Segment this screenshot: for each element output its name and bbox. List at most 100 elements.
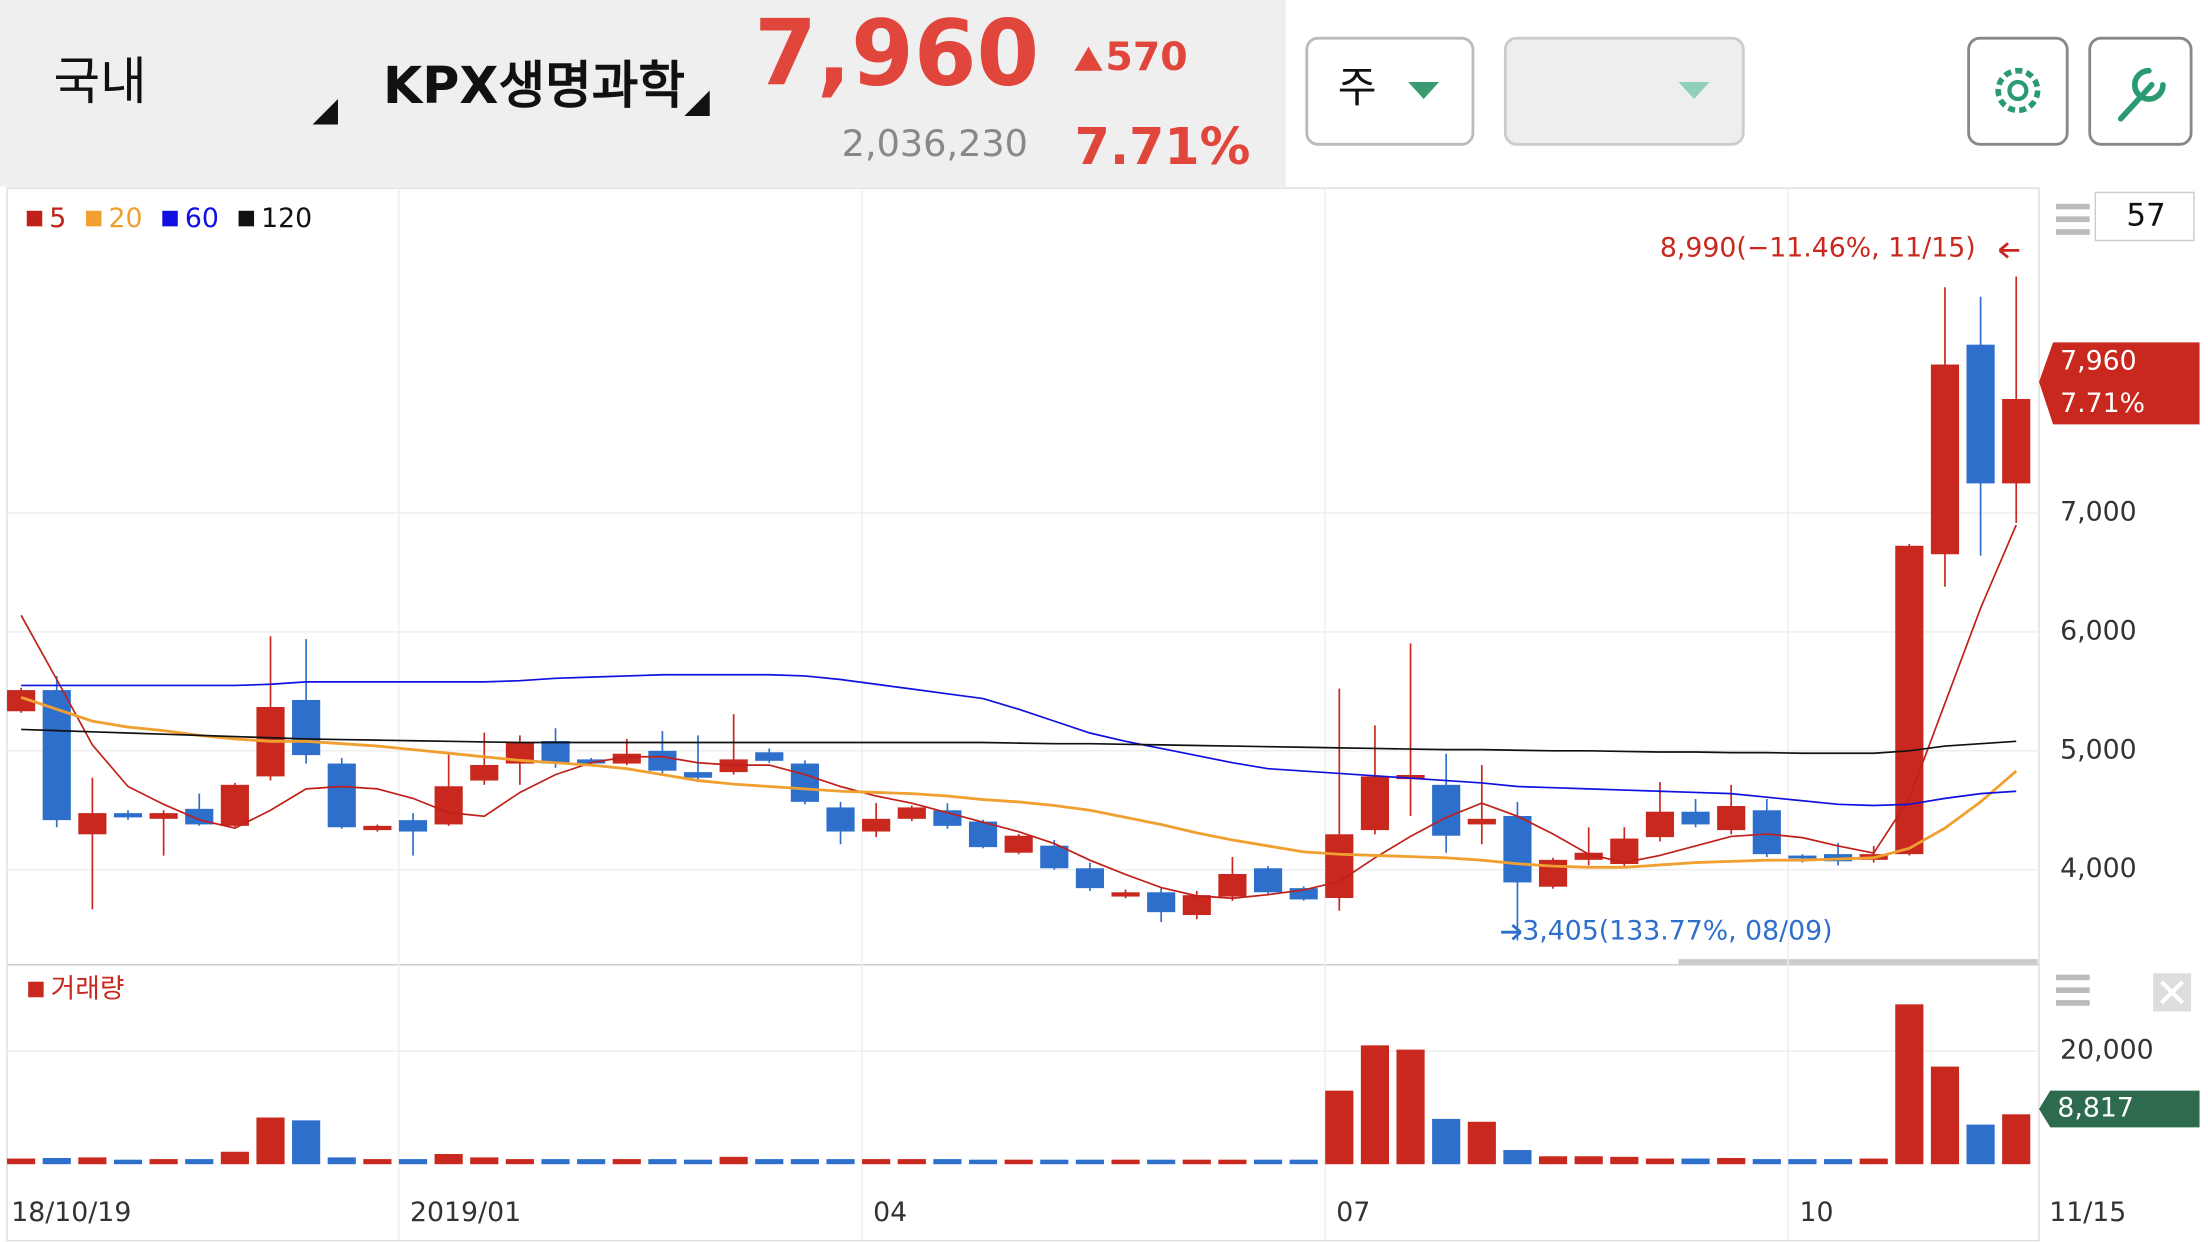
volume-bar [1752,1159,1781,1165]
volume-bar [327,1157,356,1165]
volume-bar [577,1159,606,1165]
volume-bar [434,1154,463,1165]
volume-bar [790,1159,819,1165]
candle-body [1396,774,1425,780]
candle-body [1503,815,1532,883]
indicator-arrow [1678,82,1710,100]
volume-bar [1147,1159,1176,1165]
count-input[interactable] [2094,191,2195,242]
volume-bar [470,1157,499,1165]
volume-bar [648,1159,677,1165]
volume-bar [683,1159,713,1165]
market-select[interactable]: 국내 [54,52,147,111]
candle-body [1325,834,1354,898]
legend-label: 20 [109,203,143,234]
volume-bar [1895,1004,1924,1165]
volume-bar [1289,1159,1318,1165]
candle-body [1075,868,1104,889]
candle-body [1432,784,1461,836]
volume-bar [1538,1156,1568,1165]
candle-body [1218,873,1247,897]
ma-line [21,728,2017,755]
period-label: 주 [1338,63,1377,112]
volume-bar [826,1159,855,1165]
menu-icon[interactable] [2055,203,2090,235]
y-tick-label: 6,000 [2060,615,2137,646]
candle-body [1717,805,1746,831]
candle-body [612,753,641,764]
volume-bar [505,1159,534,1165]
candle-body [470,764,499,781]
settings-button[interactable] [1967,36,2069,146]
candle-body [1574,852,1603,860]
volume-bar [755,1159,784,1165]
volume-bar [256,1117,285,1165]
volume-tag [2039,1090,2200,1128]
candle-body [1538,859,1568,887]
count-value: 57 [2126,197,2165,233]
candle-body [185,808,214,825]
x-tick-label: 04 [873,1197,907,1228]
volume-bar [1717,1157,1746,1165]
ma-line [20,696,2018,869]
tools-button[interactable] [2088,36,2193,146]
volume-bar [612,1159,641,1165]
period-arrow [1408,82,1440,100]
candle-body [398,820,428,832]
y-tick-label: 7,000 [2060,497,2137,528]
candle-body [1253,868,1283,893]
candle-body [1788,855,1817,859]
price-tag-price: 7,960 [2060,346,2137,377]
candle-body [1467,818,1496,825]
candle-body [327,763,356,828]
candle-body [862,818,891,832]
volume-bar [1004,1159,1033,1165]
x-tick-label: 18/10/19 [11,1197,131,1228]
candle-body [1182,895,1211,915]
candle-body [541,740,570,764]
legend-label: 60 [185,203,219,234]
chart-frame [6,187,2040,1242]
volume-bar [933,1159,962,1165]
volume-bar [968,1159,998,1165]
volume-bar [1681,1158,1710,1165]
legend-swatch [26,210,43,227]
ma-line [21,673,2017,807]
stock-arrow [684,90,710,116]
candle-body [577,759,606,764]
gear-icon [1995,67,2041,114]
y-tick-label: 4,000 [2060,853,2137,884]
volume-bar [1859,1158,1888,1165]
legend-swatch [86,210,102,227]
candle-body [683,772,713,778]
volume-bar [292,1120,321,1165]
candle-body [790,763,819,802]
x-tick-label: 2019/01 [410,1197,521,1228]
legend-label: 5 [49,203,66,234]
candle-body [826,807,855,832]
candle-body [1966,344,1995,484]
price-tag-pct: 7.71% [2060,388,2145,419]
high-annotation: 8,990(−11.46%, 11/15) [1660,232,1976,263]
y-tick-label: 20,000 [2060,1034,2154,1065]
volume-bar [1111,1159,1140,1165]
price-change: 570 [1105,34,1187,80]
volume-bar [1432,1118,1461,1165]
indicator-dropdown[interactable] [1503,36,1745,146]
volume-bar [1040,1159,1069,1165]
volume-bar [149,1159,178,1165]
period-dropdown[interactable] [1305,36,1475,146]
candle-body [1360,776,1390,831]
stock-name[interactable]: KPX생명과학 [383,56,685,115]
volume-bar [862,1159,891,1165]
ma-line [20,524,2017,900]
candle-body [220,784,249,826]
volume-bar [1218,1159,1247,1165]
volume-menu-icon[interactable] [2055,974,2090,1006]
candle-body [363,825,392,831]
volume-bar [7,1158,36,1165]
volume-bar [541,1159,570,1165]
scrollbar[interactable] [1678,959,2038,965]
candle-body [1111,892,1140,897]
